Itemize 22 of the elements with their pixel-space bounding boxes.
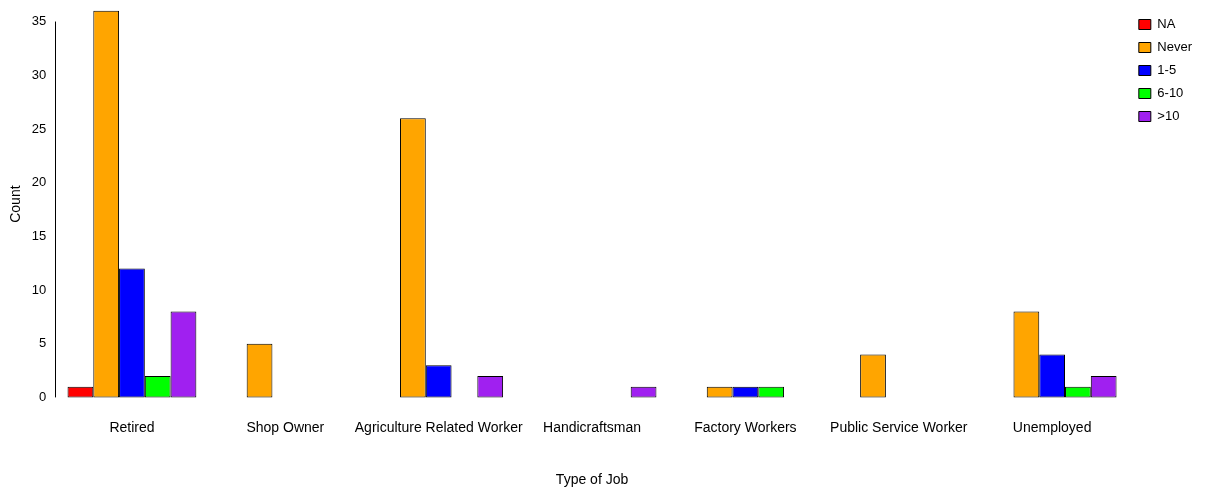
y-tick-label: 20 xyxy=(31,174,47,190)
y-tick-label: 15 xyxy=(31,227,47,243)
x-tick-label: Shop Owner xyxy=(246,418,325,435)
y-tick-label: 25 xyxy=(31,120,47,136)
x-tick-label: Retired xyxy=(109,418,155,435)
x-tick-label: Unemployed xyxy=(1012,418,1092,435)
x-tick-label: Public Service Worker xyxy=(830,418,968,435)
y-tick-label: 35 xyxy=(31,13,47,29)
y-tick-label: 10 xyxy=(31,281,47,297)
legend-label: NA xyxy=(1157,16,1176,32)
y-axis-title: Count xyxy=(7,185,24,223)
y-tick-label: 0 xyxy=(39,388,47,404)
legend-label: Never xyxy=(1157,39,1193,55)
y-tick-label: 30 xyxy=(31,66,47,82)
legend-label: 1-5 xyxy=(1157,62,1177,78)
x-tick-label: Factory Workers xyxy=(694,418,797,435)
legend-label: >10 xyxy=(1157,108,1180,124)
x-axis-title: Type of Job xyxy=(555,471,629,488)
y-tick-label: 5 xyxy=(39,335,47,351)
legend-label: 6-10 xyxy=(1157,85,1184,101)
x-tick-label: Agriculture Related Worker xyxy=(354,418,523,435)
x-tick-label: Handicraftsman xyxy=(543,418,642,435)
